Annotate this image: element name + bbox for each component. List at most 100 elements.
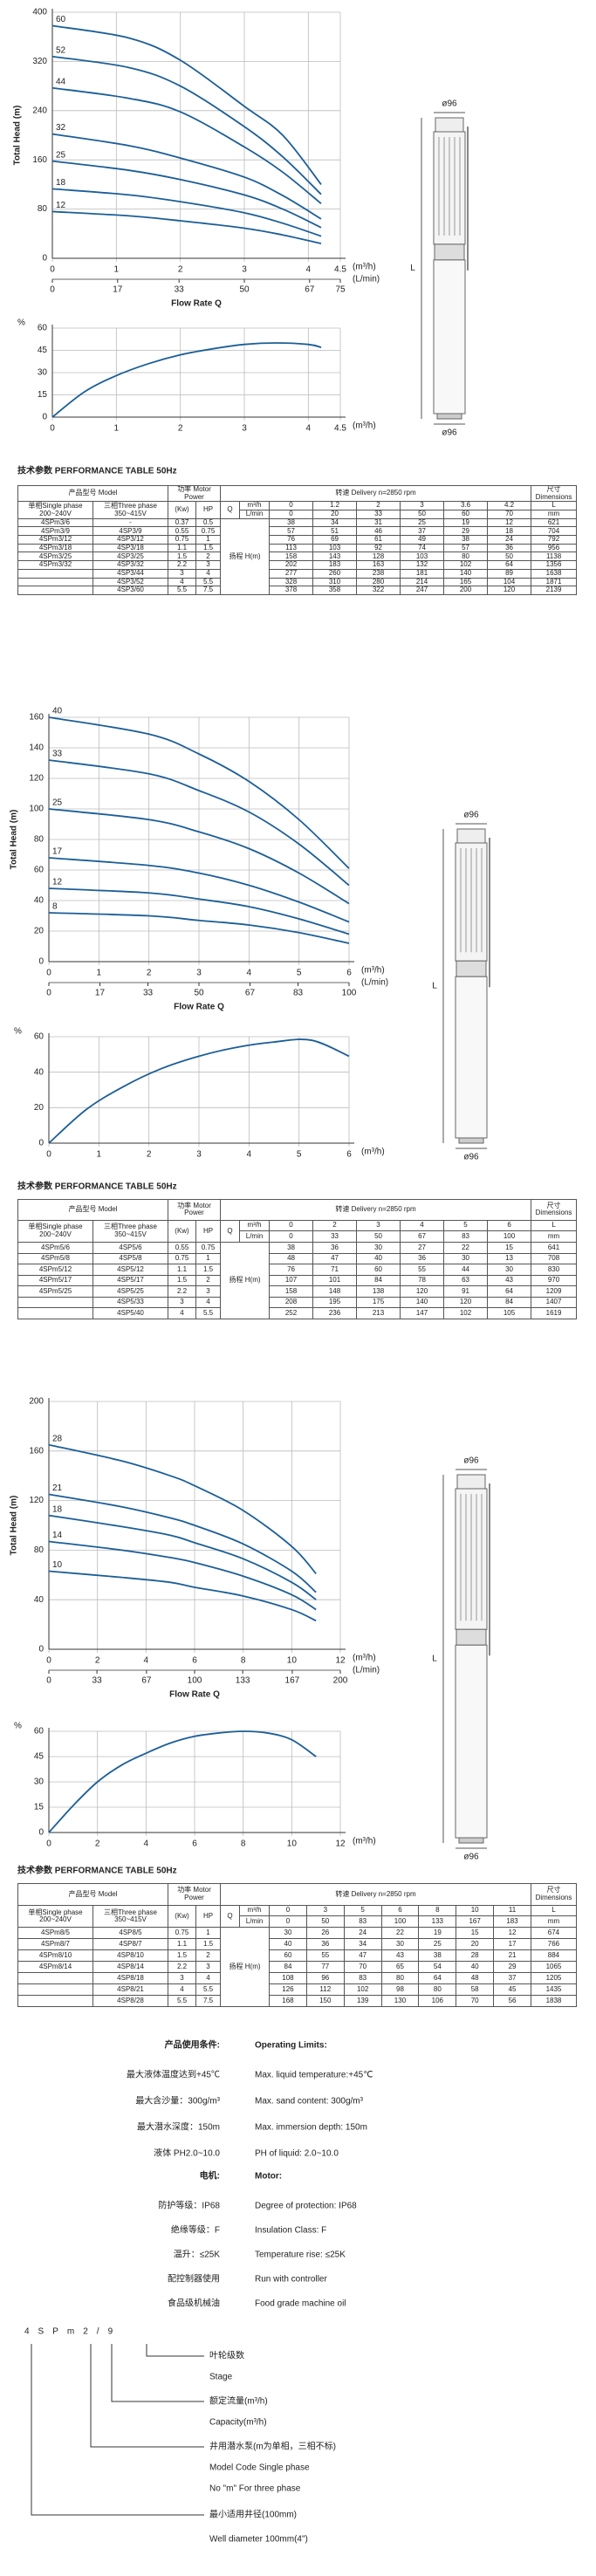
table-cell: 50 [356, 1230, 401, 1243]
table-cell: 60 [356, 1264, 401, 1276]
table-cell: 5 [343, 1904, 382, 1917]
table-cell: 1356 [531, 560, 578, 570]
y-tick-label: 60 [34, 1032, 45, 1042]
table-title: 技术参数 PERFORMANCE TABLE 50Hz [17, 1865, 177, 1876]
x2-tick-label: 167 [285, 1676, 300, 1686]
table-cell [17, 586, 93, 595]
table-row: 4SP8/28 5.5 7.5 168 150 139 130 106 70 56 1838 [17, 1995, 577, 2007]
table-cell: 143 [312, 552, 358, 562]
spec-cn: 食品级机械油 [168, 2298, 220, 2309]
spec-en: Max. sand content: 300g/m³ [255, 2097, 364, 2107]
table-cell: HP [195, 1904, 222, 1929]
table-cell: 单相Single phase 200~240V [17, 1904, 93, 1929]
table-cell: 64 [487, 1285, 532, 1298]
table-cell: 4SP5/40 [92, 1307, 169, 1319]
table-cell: 183 [312, 560, 358, 570]
table-cell: 236 [312, 1307, 358, 1319]
table-cell: 8 [418, 1904, 457, 1917]
y-tick-label: 20 [34, 1103, 45, 1113]
curve-label: 12 [52, 878, 63, 887]
table-cell: 4SPm5/8 [17, 1252, 93, 1265]
table-cell: 107 [269, 1274, 314, 1287]
table-cell: 46 [356, 526, 401, 537]
table-cell: 45 [493, 1983, 531, 1996]
x2-tick-label: 67 [245, 989, 256, 998]
table-cell: 101 [312, 1274, 358, 1287]
table-cell: 4SPm8/14 [17, 1961, 93, 1974]
table-cell: 4SP5/8 [92, 1252, 169, 1265]
table-cell: 1.1 [168, 543, 197, 553]
x-tick-label: 0 [50, 265, 55, 275]
table-cell [17, 1972, 93, 1985]
table-cell: 91 [443, 1285, 489, 1298]
table-cell: 4 [168, 577, 197, 587]
table-cell: 113 [269, 543, 314, 553]
table-cell: 1209 [531, 1285, 578, 1298]
table-cell: 80 [418, 1983, 457, 1996]
table-cell: Q [220, 1219, 241, 1243]
table-cell: 38 [269, 517, 314, 528]
curve-label: 21 [52, 1483, 63, 1493]
x-tick-label: 4 [306, 265, 312, 275]
table-row: 4SP3/52 4 5.5 328 310 280 214 165 104 1871 [17, 577, 578, 587]
x2-tick-label: 17 [95, 989, 106, 998]
table-cell: 31 [356, 517, 401, 528]
table-cell: 112 [305, 1983, 345, 1996]
table-cell: 28 [456, 1949, 495, 1963]
table-cell: 67 [400, 1230, 445, 1243]
spec-cn: 最大潜水深度：150m [137, 2121, 220, 2133]
table-cell: 57 [443, 543, 489, 553]
table-cell: 103 [400, 552, 445, 562]
spec-cn: 温升：≤25K [174, 2250, 221, 2260]
table-cell: 1.5 [168, 552, 197, 562]
table-cell: 60 [269, 1949, 307, 1963]
table-cell: 34 [312, 517, 358, 528]
table-cell: 5 [443, 1219, 489, 1232]
curve [48, 1570, 317, 1622]
table-cell: 69 [312, 535, 358, 545]
table-cell: 38 [418, 1949, 457, 1963]
table-cell: 4SP8/5 [92, 1927, 169, 1940]
table-cell: 0.75 [195, 526, 222, 537]
motor-body [455, 1644, 488, 1839]
table-cell: 3 [168, 568, 197, 579]
table-cell: 单相Single phase 200~240V [17, 501, 93, 519]
table-cell: 96 [305, 1972, 345, 1985]
table-row: 4SPm5/6 4SP5/6 0.55 0.75 扬程 H(m) 38 36 30 27 22 15… [17, 1241, 578, 1320]
table-cell: 0.75 [168, 1927, 197, 1940]
table-cell: 21 [493, 1949, 531, 1963]
x-axis-label: Flow Rate Q [174, 1003, 224, 1012]
y-tick-label: 60 [34, 866, 45, 875]
table-cell: 7.5 [195, 586, 222, 595]
table-cell: 4SP8/18 [92, 1972, 169, 1985]
table-cell: 4SP3/44 [92, 568, 169, 579]
y-tick-label: 40 [34, 896, 45, 906]
x-unit: (m³/h) [353, 1654, 376, 1663]
code-item-cn: 井用潜水泵(m为单相，三相不标) [209, 2441, 336, 2452]
table-cell: 49 [400, 535, 445, 545]
y-tick-label: 40 [34, 1595, 45, 1605]
table-cell: 转速 Delivery n=2850 rpm [220, 1883, 531, 1906]
table-cell: 36 [305, 1938, 345, 1951]
pump-head [456, 1474, 486, 1490]
table-cell: 54 [418, 1961, 457, 1974]
table-cell [17, 1296, 93, 1309]
table-cell: 4SP3/32 [92, 560, 169, 570]
curve [48, 1514, 317, 1600]
table-cell: 195 [312, 1296, 358, 1309]
table-cell: HP [195, 501, 222, 519]
x-tick-label: 1 [97, 1150, 102, 1160]
x-tick-label: 6 [346, 1150, 352, 1160]
table-cell: (Kw) [168, 1219, 197, 1243]
table-cell: 100 [380, 1915, 420, 1929]
table-cell: 3 [195, 1961, 222, 1974]
motor-body [455, 976, 488, 1139]
curve [51, 86, 322, 204]
table-cell: 1138 [531, 552, 578, 562]
table-cell: 扬程 H(m) [220, 1241, 271, 1320]
table-cell: 128 [356, 552, 401, 562]
y-tick-label: 160 [29, 1446, 44, 1456]
table-cell: 4SP3/60 [92, 586, 169, 595]
table-cell: 78 [400, 1274, 445, 1287]
